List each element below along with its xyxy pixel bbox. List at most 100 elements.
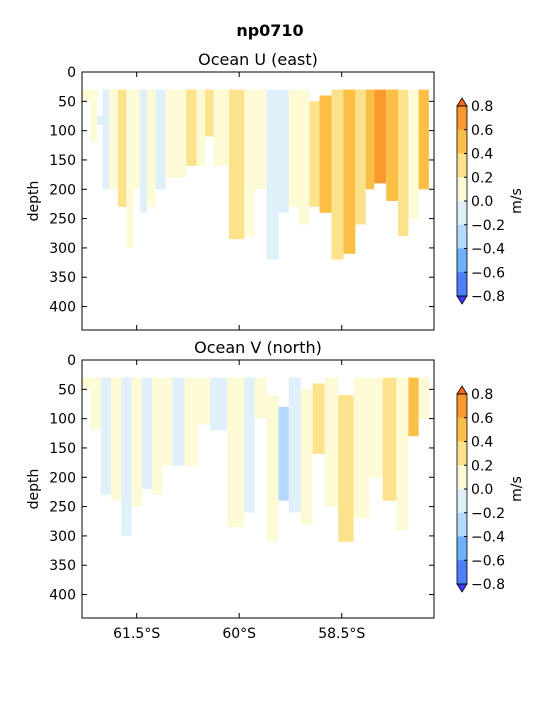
colorbar-tick-label: −0.8: [471, 289, 505, 305]
colorbar-tick-label: 0.2: [471, 458, 493, 474]
y-axis-label: depth: [26, 469, 42, 510]
heatmap-cell: [331, 89, 344, 260]
colorbar-tick-label: 0.6: [471, 123, 493, 139]
colorbar-tick-label: −0.2: [471, 506, 505, 522]
heatmap-cell: [205, 89, 214, 137]
colorbar-block: [457, 394, 467, 419]
heatmap-cell: [121, 377, 132, 536]
panel-title: Ocean U (east): [198, 50, 318, 69]
colorbar-label: m/s: [509, 476, 525, 502]
heatmap-cell: [278, 406, 289, 501]
colorbar-tick-label: 0.0: [471, 194, 493, 210]
heatmap-cell: [146, 89, 156, 207]
colorbar-block: [457, 465, 467, 490]
panel-ocean-v: Ocean V (north) 0 50 100 150 200 250 300 350 400…: [26, 338, 525, 642]
colorbar-block: [457, 248, 467, 273]
heatmap-cell: [111, 377, 122, 501]
y-ticks: 0 50 100 150 200 250 300 350 400: [49, 353, 434, 604]
heatmap-cell: [244, 89, 255, 237]
colorbar-tick-label: −0.6: [471, 265, 505, 281]
x-ticks: 61.5°S 60°S 58.5°S: [113, 360, 365, 642]
colorbar-tick-label: 0.0: [471, 482, 493, 498]
colorbar-block: [457, 489, 467, 514]
heatmap-cell: [408, 377, 419, 437]
colorbar-block: [457, 560, 467, 585]
heatmap-cell: [97, 116, 103, 125]
y-tick-label: 50: [58, 94, 76, 110]
colorbar-block: [457, 177, 467, 202]
colorbar-block: [457, 129, 467, 155]
heatmap-cell: [418, 377, 429, 419]
colorbar-block: [457, 153, 467, 178]
heatmap-cell: [324, 377, 339, 507]
heatmap-cell: [300, 389, 313, 525]
heatmap-cell: [288, 377, 301, 513]
heatmap-cell: [355, 89, 366, 225]
y-tick-label: 350: [49, 558, 76, 574]
heatmap-cell: [131, 377, 142, 507]
heatmap-cell: [266, 395, 279, 542]
heatmap-cell: [213, 89, 229, 166]
heatmap-cell: [369, 377, 383, 478]
heatmap-cell: [155, 89, 166, 190]
colorbar-tick-label: −0.4: [471, 242, 505, 258]
heatmap-cell: [386, 89, 399, 201]
colorbar-label: m/s: [509, 188, 525, 214]
heatmap-cell: [82, 89, 91, 102]
heatmap-cell: [152, 377, 163, 495]
y-tick-label: 350: [49, 270, 76, 286]
heatmap-cell: [141, 377, 153, 489]
colorbar: 0.8 0.6 0.4 0.2 0.0 −0.2 −0.4 −0.6 −0.8: [456, 385, 505, 593]
heatmap-cell: [198, 377, 211, 425]
panel-ocean-u: Ocean U (east) 050100150200250300350400 …: [26, 50, 525, 331]
colorbar-tick-label: −0.4: [471, 530, 505, 546]
y-tick-label: 200: [49, 182, 76, 198]
colorbar-tick-label: 0.2: [471, 170, 493, 186]
y-tick-label: 250: [49, 500, 76, 516]
heatmap-cell: [398, 89, 409, 237]
heatmap-cell: [210, 377, 228, 431]
heatmap-cell: [165, 89, 176, 178]
colorbar-tick-label: −0.8: [471, 577, 505, 593]
plot-frame: [81, 71, 435, 331]
y-tick-label: 100: [49, 124, 76, 140]
colorbar-block: [457, 106, 467, 131]
heatmap-cell: [133, 89, 141, 190]
x-tick-label: 60°S: [222, 626, 256, 642]
colorbar-tick-label: −0.2: [471, 218, 505, 234]
heatmap-cell: [229, 89, 245, 240]
panel-title: Ocean V (north): [194, 338, 322, 357]
heatmap-cell: [319, 95, 332, 213]
heatmap-cell: [254, 377, 267, 419]
heatmap-cell: [186, 89, 197, 166]
x-tick-label: 61.5°S: [113, 626, 160, 642]
heatmap-cell: [244, 377, 255, 513]
figure-title: np0710: [236, 21, 303, 40]
y-tick-label: 200: [49, 470, 76, 486]
heatmap-cell: [312, 383, 325, 454]
plot-frame: [81, 359, 435, 619]
heatmap-cell: [374, 89, 387, 184]
colorbar-block: [457, 512, 467, 538]
y-tick-label: 300: [49, 241, 76, 257]
colorbar-block: [457, 201, 467, 226]
heatmap-cell: [117, 89, 127, 207]
y-tick-label: 300: [49, 529, 76, 545]
heatmap-cell: [162, 377, 173, 466]
y-tick-label: 0: [67, 353, 76, 369]
colorbar-block: [457, 417, 467, 443]
heatmap-cell: [140, 89, 147, 213]
heatmap-cell: [254, 89, 267, 190]
heatmap-cell: [309, 101, 320, 207]
heatmap-cells: [82, 89, 429, 260]
colorbar: 0.8 0.6 0.4 0.2 0.0 −0.2 −0.4 −0.6 −0.8: [456, 97, 505, 305]
colorbar-block: [457, 441, 467, 466]
heatmap-cell: [266, 89, 279, 260]
heatmap-cell: [90, 89, 98, 143]
colorbar-tick-label: 0.4: [471, 435, 493, 451]
heatmap-cell: [338, 395, 354, 542]
y-tick-label: 150: [49, 153, 76, 169]
y-tick-label: 100: [49, 412, 76, 428]
heatmap-cell: [365, 89, 375, 190]
